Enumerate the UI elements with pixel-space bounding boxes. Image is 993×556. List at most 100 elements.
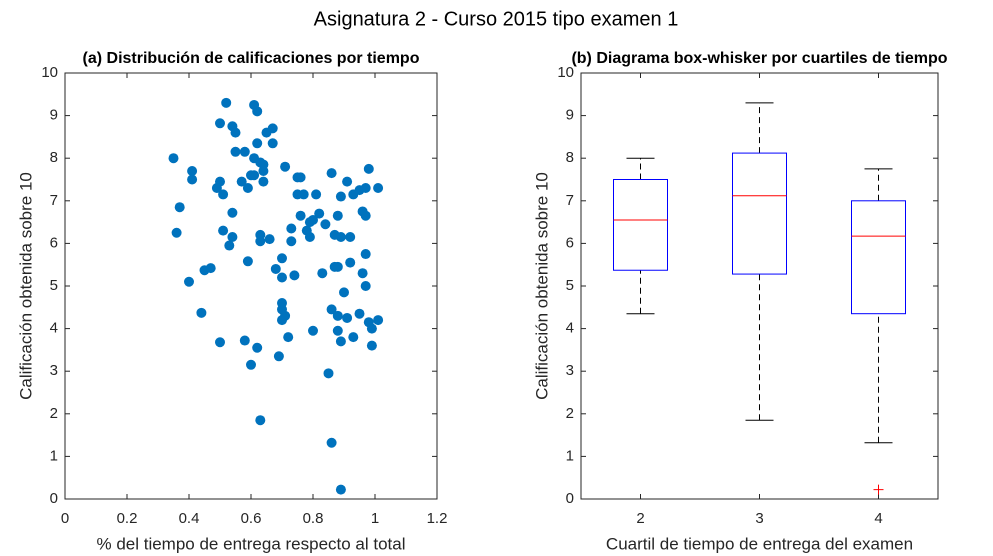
y-tick-label: 6 [50,234,58,251]
x-tick-label: 1.2 [427,510,448,527]
scatter-point [314,208,325,219]
scatter-point [242,183,253,194]
scatter-point [311,189,322,200]
scatter-point [168,153,179,164]
box [613,179,668,271]
scatter-point [335,336,346,347]
x-tick-label: 0 [61,510,69,527]
scatter-point [308,214,318,225]
scatter-point [335,232,346,243]
scatter-point [255,415,266,426]
scatter-point [332,310,343,321]
scatter-point [230,127,241,138]
scatter-point [273,351,284,362]
box [732,152,787,275]
scatter-point [277,272,287,283]
scatter-point [264,234,275,245]
scatter-point [246,359,256,370]
x-tick-label: 0.2 [117,510,138,527]
scatter-point [360,249,371,260]
scatter-point [239,146,250,157]
y-axis-label: Calificación obtenida sobre 10 [532,172,551,400]
scatter-point [215,176,225,187]
scatter-point [373,183,384,194]
scatter-point [342,312,353,323]
y-tick-label: 1 [50,447,58,464]
scatter-point [252,342,263,353]
scatter-point [249,170,260,181]
scatter-point [360,183,371,194]
scatter-point [335,484,346,495]
plot-area [64,72,438,500]
scatter-point [280,161,291,172]
scatter-point [348,332,359,343]
scatter-point [286,223,297,234]
scatter-point [366,323,377,334]
scatter-point [298,189,309,200]
scatter-point [239,335,250,346]
y-tick-label: 5 [566,277,574,294]
scatter-point [286,236,297,247]
scatter-point [242,256,253,267]
y-tick-label: 3 [566,362,574,379]
scatter-point [345,257,356,268]
y-tick-label: 8 [50,149,58,166]
x-tick-label: 2 [636,510,644,527]
y-tick-label: 10 [557,64,574,81]
x-axis-label: % del tiempo de entrega respecto al tota… [96,534,405,553]
y-tick-label: 2 [50,405,58,422]
x-axis-label: Cuartil de tiempo de entrega del examen [606,534,913,553]
scatter-point [342,176,353,187]
scatter-point [267,138,278,149]
x-tick-label: 0.6 [241,510,262,527]
y-tick-label: 2 [566,405,574,422]
scatter-point [363,163,374,174]
y-tick-label: 4 [50,320,58,337]
scatter-point [277,253,287,264]
scatter-point [171,227,182,238]
scatter-point [357,268,368,279]
scatter-point [252,138,263,149]
scatter-point [187,174,198,185]
scatter-point [345,232,356,243]
scatter-point [267,123,278,134]
scatter-point [373,315,384,326]
scatter-point [339,287,349,298]
scatter-point [326,168,337,179]
box [851,200,906,315]
x-tick-label: 0.4 [179,510,200,527]
scatter-point [295,210,306,221]
y-tick-label: 7 [50,192,58,209]
scatter-point [304,232,315,243]
scatter-point [255,236,266,247]
scatter-point [280,310,291,321]
scatter-point [366,340,377,351]
scatter-point [221,97,232,108]
scatter-point [308,325,318,336]
scatter-point [332,325,343,336]
scatter-point [218,225,229,236]
y-tick-label: 5 [50,277,58,294]
scatter-point [187,165,198,176]
y-tick-label: 4 [566,320,574,337]
y-axis-label: Calificación obtenida sobre 10 [16,172,35,400]
scatter-point [184,276,194,287]
y-tick-label: 3 [50,362,58,379]
scatter-point [224,240,235,251]
x-tick-label: 1 [371,510,379,527]
scatter-point [360,281,371,291]
scatter-point [354,308,365,319]
scatter-point [323,368,334,379]
scatter-point [258,176,269,187]
scatter-point [215,337,225,348]
subplot-title: (a) Distribución de calificaciones por t… [83,50,420,67]
y-tick-label: 1 [566,447,574,464]
scatter-point [196,307,207,318]
scatter-point [230,146,241,157]
scatter-point [252,106,263,117]
x-tick-label: 3 [755,510,763,527]
scatter-point [218,189,229,200]
y-tick-label: 6 [566,234,574,251]
scatter-point [332,261,343,272]
y-tick-label: 7 [566,192,574,209]
